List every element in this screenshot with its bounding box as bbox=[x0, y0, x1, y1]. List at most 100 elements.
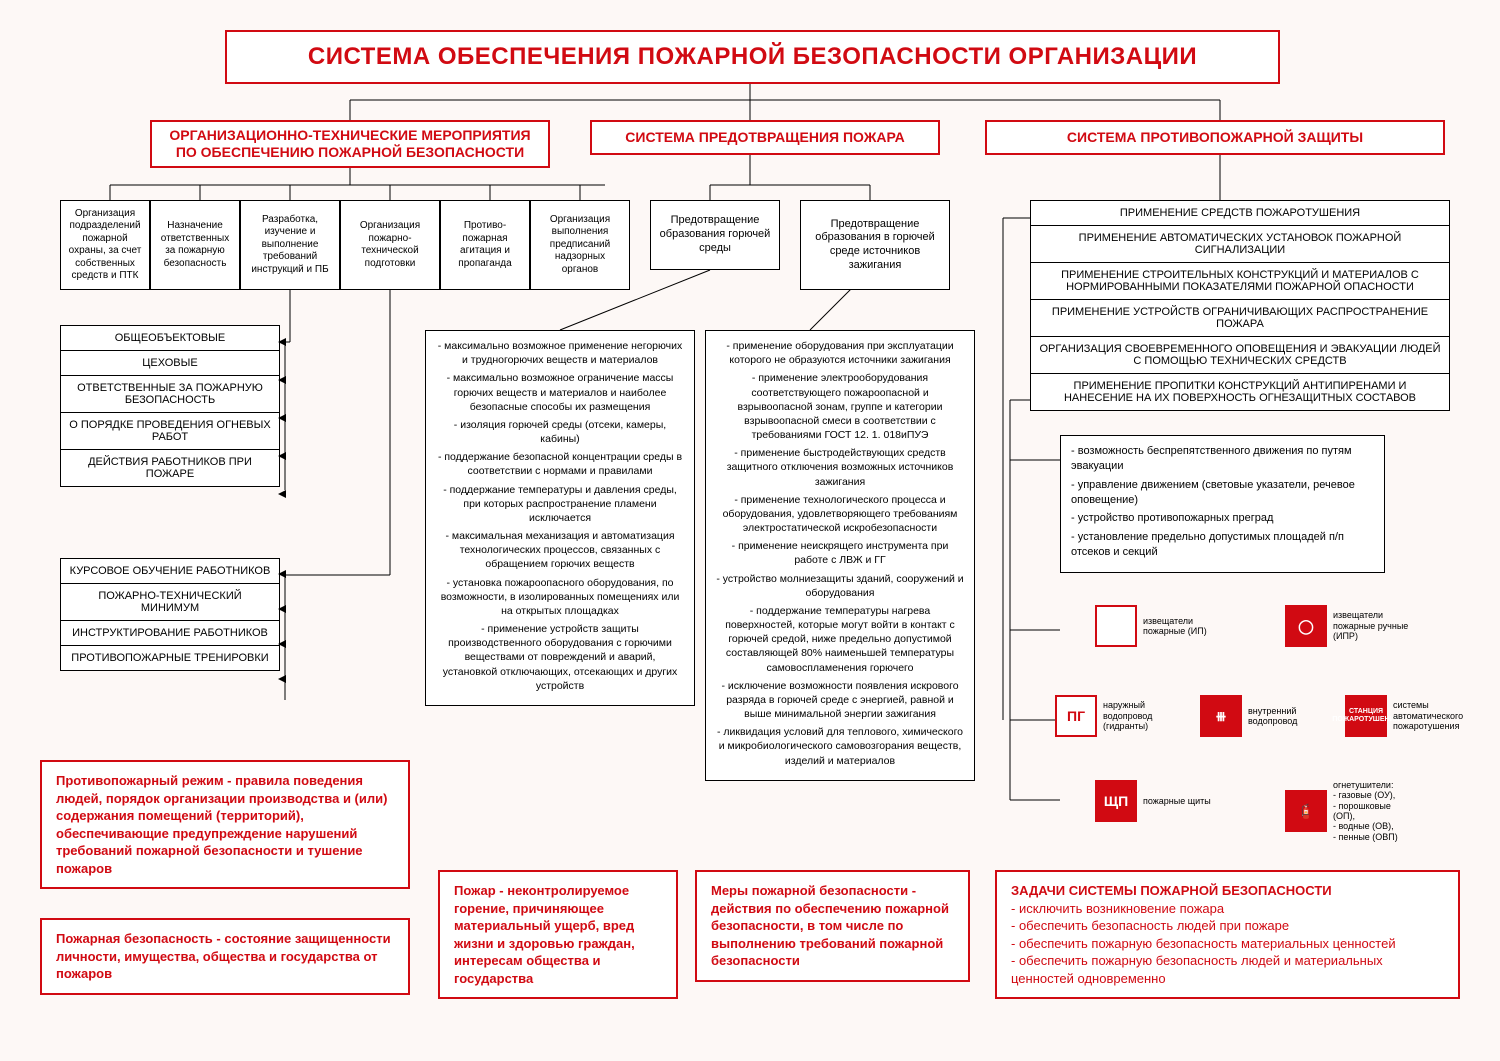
arrows1-arrow-1 bbox=[278, 376, 286, 384]
extinguisher-icon-label: огнетушители: - газовые (ОУ), - порошков… bbox=[1333, 780, 1413, 842]
def1-text: Противопожарный режим - правила поведени… bbox=[56, 773, 387, 876]
main-title-text: СИСТЕМА ОБЕСПЕЧЕНИЯ ПОЖАРНОЙ БЕЗОПАСНОСТ… bbox=[308, 42, 1197, 72]
branch3-stack: ПРИМЕНЕНИЕ СРЕДСТВ ПОЖАРОТУШЕНИЯПРИМЕНЕН… bbox=[1030, 200, 1450, 411]
def5-item-0: - исключить возникновение пожара bbox=[1011, 900, 1444, 918]
main-title: СИСТЕМА ОБЕСПЕЧЕНИЯ ПОЖАРНОЙ БЕЗОПАСНОСТ… bbox=[225, 30, 1280, 84]
b3detail-line-0: - возможность беспрепятственного движени… bbox=[1071, 444, 1374, 474]
branch3-title: СИСТЕМА ПРОТИВОПОЖАРНОЙ ЗАЩИТЫ bbox=[985, 120, 1445, 155]
branch1-title-text: ОРГАНИЗАЦИОННО-ТЕХНИЧЕСКИЕ МЕРОПРИЯТИЯ П… bbox=[158, 127, 542, 162]
branch1-child-1: Назначение ответственных за пожарную без… bbox=[150, 200, 240, 290]
stack1-item-1: ЦЕХОВЫЕ bbox=[61, 351, 279, 376]
b3detail-line-3: - установление предельно допустимых площ… bbox=[1071, 530, 1374, 560]
branch2-col2-header-text: Предотвращение образования в горючей сре… bbox=[807, 218, 943, 273]
branch1-child-2: Разработка, изучение и выполнение требов… bbox=[240, 200, 340, 290]
internal-water-icon-glyph: ⧻ bbox=[1200, 695, 1242, 737]
arrows1-arrow-4 bbox=[278, 490, 286, 498]
b2c2-line-1: - применение электрооборудования соответ… bbox=[716, 371, 964, 442]
stack1-item-3: О ПОРЯДКЕ ПРОВЕДЕНИЯ ОГНЕВЫХ РАБОТ bbox=[61, 413, 279, 450]
stack3-item-4: ОРГАНИЗАЦИЯ СВОЕВРЕМЕННОГО ОПОВЕЩЕНИЯ И … bbox=[1031, 337, 1449, 374]
detector-ipr-icon-glyph: ◯ bbox=[1285, 605, 1327, 647]
branch2-col1-body: - максимально возможное применение негор… bbox=[425, 330, 695, 706]
definition-1: Противопожарный режим - правила поведени… bbox=[40, 760, 410, 889]
b3detail-line-1: - управление движением (световые указате… bbox=[1071, 478, 1374, 508]
stack2-item-0: КУРСОВОЕ ОБУЧЕНИЕ РАБОТНИКОВ bbox=[61, 559, 279, 584]
b2c2-line-0: - применение оборудования при эксплуатац… bbox=[716, 339, 964, 367]
arrows1-arrow-3 bbox=[278, 452, 286, 460]
branch2-col1-header: Предотвращение образования горючей среды bbox=[650, 200, 780, 270]
stack2-item-1: ПОЖАРНО-ТЕХНИЧЕСКИЙ МИНИМУМ bbox=[61, 584, 279, 621]
def5-item-1: - обеспечить безопасность людей при пожа… bbox=[1011, 917, 1444, 935]
b2c1-line-4: - поддержание температуры и давления сре… bbox=[436, 483, 684, 526]
arrows1-arrow-0 bbox=[278, 338, 286, 346]
detector-ip-icon: извещатели пожарные (ИП) bbox=[1095, 605, 1223, 647]
def3-text: Пожар - неконтролируемое горение, причин… bbox=[454, 883, 635, 986]
detector-ip-icon-label: извещатели пожарные (ИП) bbox=[1143, 616, 1223, 637]
arrows2-arrow-0 bbox=[278, 570, 286, 578]
stack3-item-3: ПРИМЕНЕНИЕ УСТРОЙСТВ ОГРАНИЧИВАЮЩИХ РАСП… bbox=[1031, 300, 1449, 337]
branch1-title: ОРГАНИЗАЦИОННО-ТЕХНИЧЕСКИЕ МЕРОПРИЯТИЯ П… bbox=[150, 120, 550, 168]
arrows2-arrow-3 bbox=[278, 675, 286, 683]
extinguisher-icon-glyph: 🧯 bbox=[1285, 790, 1327, 832]
branch1-stack2: КУРСОВОЕ ОБУЧЕНИЕ РАБОТНИКОВПОЖАРНО-ТЕХН… bbox=[60, 558, 280, 671]
definition-2: Пожарная безопасность - состояние защище… bbox=[40, 918, 410, 995]
stack3-item-1: ПРИМЕНЕНИЕ АВТОМАТИЧЕСКИХ УСТАНОВОК ПОЖА… bbox=[1031, 226, 1449, 263]
arrows2-arrow-2 bbox=[278, 640, 286, 648]
b2c1-line-2: - изоляция горючей среды (отсеки, камеры… bbox=[436, 418, 684, 446]
branch2-title-text: СИСТЕМА ПРЕДОТВРАЩЕНИЯ ПОЖАРА bbox=[625, 129, 904, 147]
def2-text: Пожарная безопасность - состояние защище… bbox=[56, 931, 391, 981]
stack3-item-2: ПРИМЕНЕНИЕ СТРОИТЕЛЬНЫХ КОНСТРУКЦИЙ И МА… bbox=[1031, 263, 1449, 300]
detector-ip-icon-glyph bbox=[1095, 605, 1137, 647]
hydrant-icon-label: наружный водопровод (гидранты) bbox=[1103, 700, 1183, 731]
b2c1-line-3: - поддержание безопасной концентрации ср… bbox=[436, 450, 684, 478]
stack2-item-2: ИНСТРУКТИРОВАНИЕ РАБОТНИКОВ bbox=[61, 621, 279, 646]
branch2-col1-header-text: Предотвращение образования горючей среды bbox=[657, 214, 773, 255]
b2c1-line-5: - максимальная механизация и автоматизац… bbox=[436, 529, 684, 572]
def4-text: Меры пожарной безопасности - действия по… bbox=[711, 883, 949, 968]
arrows1-arrow-2 bbox=[278, 414, 286, 422]
branch1-child-3: Организация пожарно-технической подготов… bbox=[340, 200, 440, 290]
branch2-title: СИСТЕМА ПРЕДОТВРАЩЕНИЯ ПОЖАРА bbox=[590, 120, 940, 155]
b2c2-line-5: - устройство молниезащиты зданий, сооруж… bbox=[716, 572, 964, 600]
extinguisher-icon: 🧯огнетушители: - газовые (ОУ), - порошко… bbox=[1285, 780, 1413, 842]
b2c1-line-6: - установка пожароопасного оборудования,… bbox=[436, 576, 684, 619]
branch2-col2-body: - применение оборудования при эксплуатац… bbox=[705, 330, 975, 781]
shield-icon: ЩП пожарные щиты bbox=[1095, 780, 1211, 822]
b2c1-line-7: - применение устройств защиты производст… bbox=[436, 622, 684, 693]
station-icon-label: системы автоматического пожаротушения bbox=[1393, 700, 1473, 731]
station-icon-glyph: СТАНЦИЯ ПОЖАРОТУШЕНИЯ bbox=[1345, 695, 1387, 737]
b2c2-line-4: - применение неискрящего инструмента при… bbox=[716, 539, 964, 567]
hydrant-icon: ПГнаружный водопровод (гидранты) bbox=[1055, 695, 1183, 737]
definition-5: ЗАДАЧИ СИСТЕМЫ ПОЖАРНОЙ БЕЗОПАСНОСТИ- ис… bbox=[995, 870, 1460, 999]
internal-water-icon-label: внутренний водопровод bbox=[1248, 706, 1328, 727]
def5-item-3: - обеспечить пожарную безопасность людей… bbox=[1011, 952, 1444, 987]
definition-3: Пожар - неконтролируемое горение, причин… bbox=[438, 870, 678, 999]
b2c2-line-3: - применение технологического процесса и… bbox=[716, 493, 964, 536]
def5-title: ЗАДАЧИ СИСТЕМЫ ПОЖАРНОЙ БЕЗОПАСНОСТИ bbox=[1011, 882, 1444, 900]
b2c2-line-2: - применение быстродействующих средств з… bbox=[716, 446, 964, 489]
b2c1-line-0: - максимально возможное применение негор… bbox=[436, 339, 684, 367]
b2c1-line-1: - максимально возможное ограничение масс… bbox=[436, 371, 684, 414]
branch1-child-4: Противо-пожарная агитация и пропаганда bbox=[440, 200, 530, 290]
branch1-stack1: ОБЩЕОБЪЕКТОВЫЕЦЕХОВЫЕОТВЕТСТВЕННЫЕ ЗА ПО… bbox=[60, 325, 280, 487]
arrows2-arrow-1 bbox=[278, 605, 286, 613]
b3detail-line-2: - устройство противопожарных преград bbox=[1071, 511, 1374, 526]
stack1-item-4: ДЕЙСТВИЯ РАБОТНИКОВ ПРИ ПОЖАРЕ bbox=[61, 450, 279, 486]
branch3-detail: - возможность беспрепятственного движени… bbox=[1060, 435, 1385, 573]
branch3-title-text: СИСТЕМА ПРОТИВОПОЖАРНОЙ ЗАЩИТЫ bbox=[1067, 129, 1363, 147]
stack1-item-2: ОТВЕТСТВЕННЫЕ ЗА ПОЖАРНУЮ БЕЗОПАСНОСТЬ bbox=[61, 376, 279, 413]
branch2-col2-header: Предотвращение образования в горючей сре… bbox=[800, 200, 950, 290]
shield-icon-glyph: ЩП bbox=[1095, 780, 1137, 822]
hydrant-icon-glyph: ПГ bbox=[1055, 695, 1097, 737]
b2c2-line-6: - поддержание температуры нагрева поверх… bbox=[716, 604, 964, 675]
stack1-item-0: ОБЩЕОБЪЕКТОВЫЕ bbox=[61, 326, 279, 351]
shield-icon-label: пожарные щиты bbox=[1143, 796, 1211, 806]
b2c2-line-7: - исключение возможности появления искро… bbox=[716, 679, 964, 722]
station-icon: СТАНЦИЯ ПОЖАРОТУШЕНИЯсистемы автоматичес… bbox=[1345, 695, 1473, 737]
def5-item-2: - обеспечить пожарную безопасность матер… bbox=[1011, 935, 1444, 953]
definition-4: Меры пожарной безопасности - действия по… bbox=[695, 870, 970, 982]
stack3-item-5: ПРИМЕНЕНИЕ ПРОПИТКИ КОНСТРУКЦИЙ АНТИПИРЕ… bbox=[1031, 374, 1449, 410]
branch1-child-0: Организация подразделений пожарной охран… bbox=[60, 200, 150, 290]
detector-ipr-icon: ◯извещатели пожарные ручные (ИПР) bbox=[1285, 605, 1413, 647]
branch1-child-5: Организация выполнения предписаний надзо… bbox=[530, 200, 630, 290]
b2c2-line-8: - ликвидация условий для теплового, хими… bbox=[716, 725, 964, 768]
